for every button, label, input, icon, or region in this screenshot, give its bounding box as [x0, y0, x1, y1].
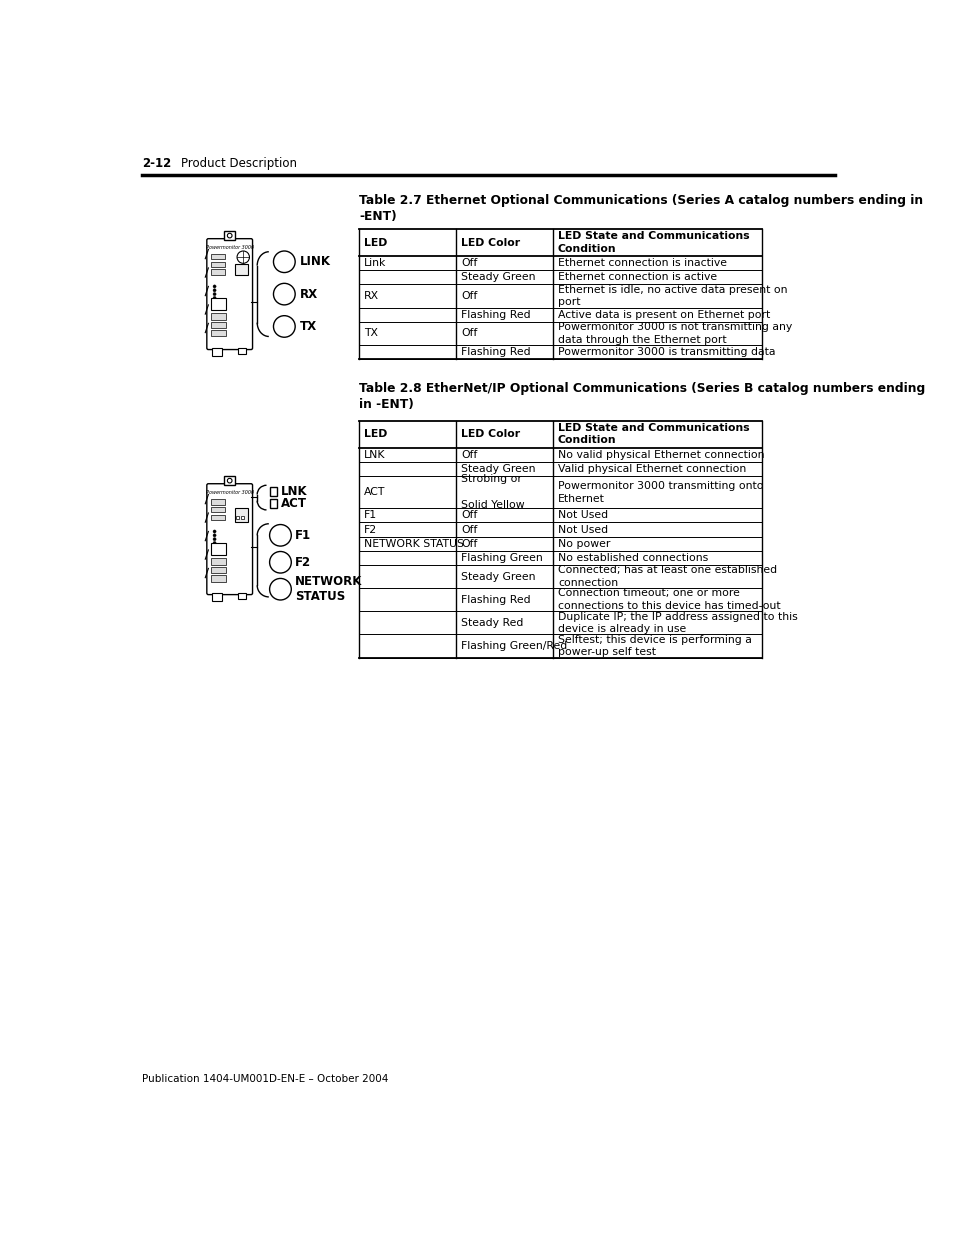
Text: Flashing Red: Flashing Red: [460, 347, 530, 357]
Text: Steady Green: Steady Green: [460, 464, 535, 474]
Circle shape: [213, 541, 216, 545]
Bar: [211, 330, 226, 336]
Text: No power: No power: [558, 538, 610, 548]
Text: Steady Green: Steady Green: [460, 572, 535, 582]
Text: Off: Off: [460, 329, 476, 338]
Text: Powermonitor 3000 transmitting onto
Ethernet: Powermonitor 3000 transmitting onto Ethe…: [558, 480, 762, 504]
Text: LED: LED: [364, 237, 387, 247]
Text: Table 2.7 Ethernet Optional Communications (Series A catalog numbers ending in
-: Table 2.7 Ethernet Optional Communicatio…: [359, 194, 923, 224]
Bar: [211, 515, 224, 520]
Bar: [224, 231, 234, 241]
Text: RX: RX: [299, 288, 317, 300]
FancyBboxPatch shape: [207, 484, 253, 594]
Text: Active data is present on Ethernet port: Active data is present on Ethernet port: [558, 310, 769, 320]
Bar: [211, 576, 226, 582]
Text: Duplicate IP; the IP address assigned to this
device is already in use: Duplicate IP; the IP address assigned to…: [558, 611, 797, 635]
Bar: [235, 264, 248, 275]
Text: 2-12: 2-12: [142, 157, 172, 170]
Text: Valid physical Ethernet connection: Valid physical Ethernet connection: [558, 464, 745, 474]
Text: Ethernet connection is active: Ethernet connection is active: [558, 273, 717, 283]
Text: Flashing Green/Red: Flashing Green/Red: [460, 641, 567, 651]
Text: F1: F1: [294, 529, 311, 542]
Text: No valid physical Ethernet connection: No valid physical Ethernet connection: [558, 450, 763, 459]
Text: Connected; has at least one established
connection: Connected; has at least one established …: [558, 566, 776, 588]
Text: F2: F2: [364, 525, 376, 535]
Text: Off: Off: [460, 450, 476, 459]
Circle shape: [213, 296, 216, 300]
Bar: [211, 506, 224, 513]
Text: RX: RX: [364, 291, 379, 301]
Text: LED State and Communications
Condition: LED State and Communications Condition: [558, 231, 749, 253]
Bar: [235, 509, 248, 522]
Bar: [211, 314, 226, 320]
Bar: [211, 254, 224, 259]
Bar: [211, 543, 226, 555]
Bar: [211, 567, 226, 573]
Text: ACT: ACT: [364, 487, 385, 498]
Text: Ethernet is idle, no active data present on
port: Ethernet is idle, no active data present…: [558, 284, 786, 308]
Text: F1: F1: [364, 510, 376, 520]
Bar: [211, 298, 226, 310]
Bar: [270, 499, 277, 509]
Circle shape: [213, 293, 216, 295]
Circle shape: [213, 534, 216, 537]
Text: LINK: LINK: [299, 256, 331, 268]
Bar: [236, 516, 239, 519]
Text: Not Used: Not Used: [558, 525, 607, 535]
Text: Off: Off: [460, 525, 476, 535]
Text: LED Color: LED Color: [460, 430, 519, 440]
Bar: [237, 348, 245, 354]
Text: Powermonitor 3000 is transmitting data: Powermonitor 3000 is transmitting data: [558, 347, 775, 357]
Text: TX: TX: [364, 329, 377, 338]
Circle shape: [213, 285, 216, 288]
Bar: [237, 593, 245, 599]
Text: LED State and Communications
Condition: LED State and Communications Condition: [558, 424, 749, 446]
Text: Off: Off: [460, 510, 476, 520]
Text: Connection timeout; one or more
connections to this device has timed-out: Connection timeout; one or more connecti…: [558, 588, 780, 611]
Text: Link: Link: [364, 258, 386, 268]
Bar: [211, 499, 224, 505]
Text: Flashing Red: Flashing Red: [460, 310, 530, 320]
Bar: [211, 322, 226, 329]
Text: NETWORK STATUS: NETWORK STATUS: [364, 538, 464, 548]
Circle shape: [213, 289, 216, 291]
Bar: [270, 487, 277, 496]
Text: F2: F2: [294, 556, 311, 569]
Text: LNK: LNK: [280, 485, 307, 498]
Text: Product Description: Product Description: [181, 157, 297, 170]
FancyBboxPatch shape: [207, 238, 253, 350]
Text: Ethernet connection is inactive: Ethernet connection is inactive: [558, 258, 726, 268]
Text: Strobing or

Solid Yellow: Strobing or Solid Yellow: [460, 474, 524, 510]
Text: No established connections: No established connections: [558, 553, 707, 563]
Text: Off: Off: [460, 258, 476, 268]
Circle shape: [213, 530, 216, 534]
Text: Powermonitor 3000: Powermonitor 3000: [206, 246, 253, 251]
Text: TX: TX: [299, 320, 316, 333]
Bar: [211, 262, 224, 267]
Text: LNK: LNK: [364, 450, 385, 459]
Circle shape: [213, 537, 216, 541]
Bar: [212, 593, 221, 600]
Text: NETWORK
STATUS: NETWORK STATUS: [294, 576, 362, 603]
Bar: [211, 558, 226, 564]
Bar: [224, 475, 234, 485]
Text: Publication 1404-UM001D-EN-E – October 2004: Publication 1404-UM001D-EN-E – October 2…: [142, 1074, 389, 1084]
Bar: [211, 269, 224, 275]
Text: LED Color: LED Color: [460, 237, 519, 247]
Text: Steady Red: Steady Red: [460, 618, 523, 627]
Text: Flashing Green: Flashing Green: [460, 553, 542, 563]
Text: Off: Off: [460, 538, 476, 548]
Text: Off: Off: [460, 291, 476, 301]
Text: Not Used: Not Used: [558, 510, 607, 520]
Bar: [241, 516, 244, 519]
Text: Flashing Red: Flashing Red: [460, 595, 530, 605]
Text: Selftest; this device is performing a
power-up self test: Selftest; this device is performing a po…: [558, 635, 751, 657]
Bar: [212, 348, 221, 356]
Text: Powermonitor 3000: Powermonitor 3000: [206, 490, 253, 495]
Text: ACT: ACT: [280, 498, 306, 510]
Text: Steady Green: Steady Green: [460, 273, 535, 283]
Text: Table 2.8 EtherNet/IP Optional Communications (Series B catalog numbers ending
i: Table 2.8 EtherNet/IP Optional Communica…: [359, 383, 924, 411]
Text: LED: LED: [364, 430, 387, 440]
Text: Powermonitor 3000 is not transmitting any
data through the Ethernet port: Powermonitor 3000 is not transmitting an…: [558, 322, 791, 345]
